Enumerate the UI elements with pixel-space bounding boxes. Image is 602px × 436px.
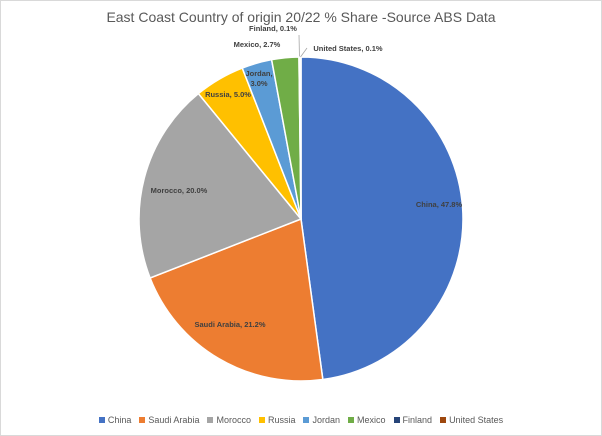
data-label-morocco: Morocco, 20.0%	[151, 186, 208, 195]
pie-slice-china	[300, 56, 464, 381]
legend-item-china: China	[98, 415, 132, 425]
data-label-united-states: United States, 0.1%	[313, 44, 383, 53]
legend-swatch	[98, 417, 105, 423]
legend-label: China	[107, 415, 132, 425]
legend-item-finland: Finland	[393, 415, 433, 425]
legend-swatch	[393, 417, 400, 423]
legend-swatch	[207, 417, 214, 423]
legend-item-jordan: Jordan	[303, 415, 340, 425]
legend-label: Russia	[267, 415, 296, 425]
legend-label: Finland	[402, 415, 433, 425]
legend-label: Saudi Arabia	[148, 415, 200, 425]
data-label-russia: Russia, 5.0%	[205, 90, 251, 99]
label-leader-line	[300, 47, 308, 58]
legend-item-saudi-arabia: Saudi Arabia	[139, 415, 199, 425]
legend-swatch	[303, 417, 310, 423]
legend-swatch	[440, 417, 447, 423]
legend-item-united-states: United States	[440, 415, 503, 425]
pie-slice-saudi-arabia	[149, 217, 324, 382]
pie-slice-morocco	[138, 92, 303, 279]
legend-item-morocco: Morocco	[207, 415, 251, 425]
legend-swatch	[348, 417, 355, 423]
legend-label: Mexico	[357, 415, 386, 425]
legend-swatch	[139, 417, 146, 423]
legend-label: Morocco	[216, 415, 251, 425]
legend-item-russia: Russia	[258, 415, 296, 425]
data-label-mexico: Mexico, 2.7%	[234, 40, 281, 49]
legend-swatch	[258, 417, 265, 423]
legend-item-mexico: Mexico	[348, 415, 386, 425]
chart-legend: China Saudi Arabia Morocco Russia Jordan Mexi…	[1, 415, 601, 425]
chart-title: East Coast Country of origin 20/22 % Sha…	[106, 9, 496, 25]
legend-label: Jordan	[312, 415, 341, 425]
data-label-finland: Finland, 0.1%	[249, 24, 297, 33]
data-label-china: China, 47.8%	[416, 200, 463, 209]
pie-slice-united-states	[299, 56, 302, 220]
data-label-jordan: Jordan, 3.0%	[245, 69, 272, 88]
legend-label: United States	[449, 415, 504, 425]
data-label-saudi-arabia: Saudi Arabia, 21.2%	[194, 320, 265, 329]
